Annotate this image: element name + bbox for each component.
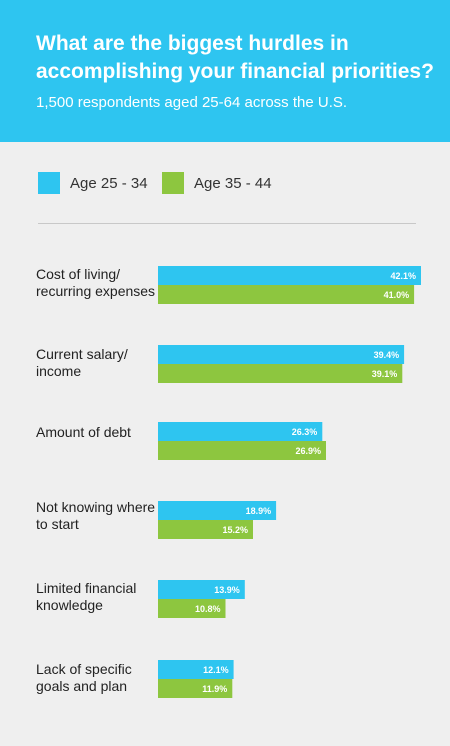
bar-age-35-44	[158, 441, 326, 460]
category-label: Limited financial knowledge	[36, 580, 137, 613]
legend-item-age-25-34: Age 25 - 34	[38, 172, 148, 194]
legend-label-age-35-44: Age 35 - 44	[194, 174, 272, 192]
legend-label-age-25-34: Age 25 - 34	[70, 174, 148, 192]
bar-age-35-44	[158, 285, 415, 304]
bar-value-label: 10.8%	[195, 604, 221, 614]
legend-swatch-age-25-34	[38, 172, 60, 194]
bar-age-25-34	[158, 501, 277, 520]
chart-title: What are the biggest hurdles in accompli…	[36, 32, 434, 83]
bar-age-35-44	[158, 679, 233, 698]
bar-age-35-44	[158, 364, 403, 383]
legend-item-age-35-44: Age 35 - 44	[162, 172, 272, 194]
bar-value-label: 39.4%	[374, 350, 400, 360]
bar-value-label: 12.1%	[203, 665, 229, 675]
bar-age-25-34	[158, 580, 245, 599]
category-label: Current salary/ income	[36, 346, 128, 379]
header-banner: What are the biggest hurdles in accompli…	[0, 0, 450, 142]
bar-value-label: 11.9%	[202, 684, 227, 694]
bar-value-label: 41.0%	[384, 290, 410, 300]
bar-value-label: 15.2%	[222, 525, 248, 535]
bar-value-label: 13.9%	[214, 585, 240, 595]
category-label: Cost of living/ recurring expenses	[36, 266, 156, 299]
divider	[38, 223, 416, 224]
category-label: Not knowing where to start	[36, 499, 156, 532]
bar-age-25-34	[158, 266, 421, 285]
bar-value-label: 26.3%	[292, 427, 318, 437]
bar-value-label: 26.9%	[295, 446, 321, 456]
chart-subtitle: 1,500 respondents aged 25-64 across the …	[36, 94, 348, 111]
bar-age-35-44	[158, 599, 226, 618]
bar-age-25-34	[158, 422, 323, 441]
category-label: Amount of debt	[36, 424, 131, 440]
legend-swatch-age-35-44	[162, 172, 184, 194]
bar-age-35-44	[158, 520, 253, 539]
category-label: Lack of specific goals and plan	[36, 661, 132, 694]
bar-value-label: 18.9%	[246, 506, 272, 516]
bar-value-label: 39.1%	[372, 369, 398, 379]
bar-age-25-34	[158, 660, 234, 679]
bar-age-25-34	[158, 345, 405, 364]
bar-value-label: 42.1%	[390, 271, 416, 281]
